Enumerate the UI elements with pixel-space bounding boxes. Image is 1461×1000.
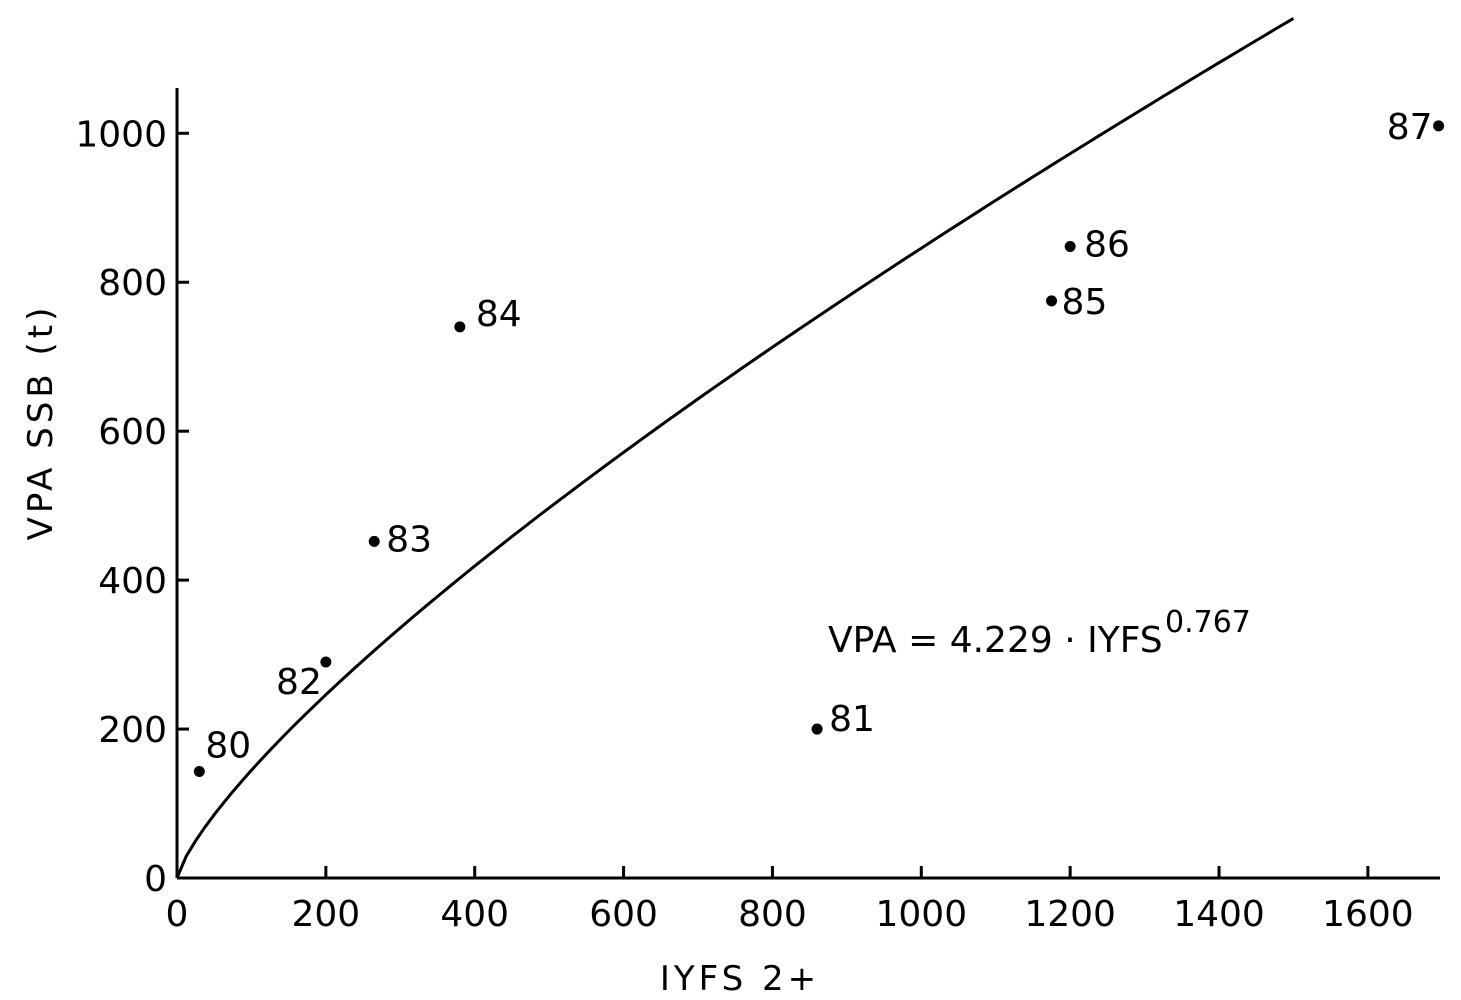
data-point (1064, 240, 1076, 252)
fit-curve (175, 17, 1295, 879)
data-point (454, 321, 466, 333)
x-ticks: 0 200 400 600 800 1000 1200 1400 1600 (166, 866, 1414, 935)
y-tick-label: 800 (98, 263, 167, 304)
equation-exponent: 0.767 (1165, 605, 1251, 640)
point-label: 86 (1084, 224, 1130, 265)
y-ticks: 0 200 400 600 800 1000 (75, 114, 189, 900)
data-points: 80 81 82 83 84 85 86 87 (193, 107, 1445, 778)
y-tick-label: 1000 (75, 114, 167, 155)
data-point (320, 656, 332, 668)
y-tick-label: 600 (98, 412, 167, 453)
point-label: 87 (1387, 107, 1433, 148)
point-label: 80 (205, 726, 251, 767)
data-point (1046, 295, 1058, 307)
x-tick-label: 0 (166, 894, 189, 935)
x-tick-label: 1600 (1322, 894, 1414, 935)
equation-label: VPA = 4.229 · IYFS (828, 620, 1163, 661)
data-point (811, 723, 823, 735)
point-label: 85 (1062, 282, 1108, 323)
axes (175, 88, 1440, 880)
x-tick-label: 800 (738, 894, 807, 935)
data-point (1433, 120, 1445, 132)
x-tick-label: 1200 (1024, 894, 1116, 935)
point-label: 84 (476, 294, 522, 335)
y-tick-label: 0 (144, 859, 167, 900)
point-label: 83 (386, 519, 432, 560)
x-axis-title: IYFS 2+ (660, 959, 820, 999)
x-tick-label: 200 (292, 894, 361, 935)
y-tick-label: 400 (98, 561, 167, 602)
x-tick-label: 1400 (1173, 894, 1265, 935)
data-point (193, 766, 205, 778)
point-label: 82 (276, 662, 322, 703)
x-tick-label: 400 (440, 894, 509, 935)
y-axis-title: VPA SSB (t) (21, 304, 61, 541)
point-label: 81 (829, 699, 875, 740)
y-tick-label: 200 (98, 710, 167, 751)
data-point (368, 535, 380, 547)
x-tick-label: 600 (589, 894, 658, 935)
x-tick-label: 1000 (875, 894, 967, 935)
